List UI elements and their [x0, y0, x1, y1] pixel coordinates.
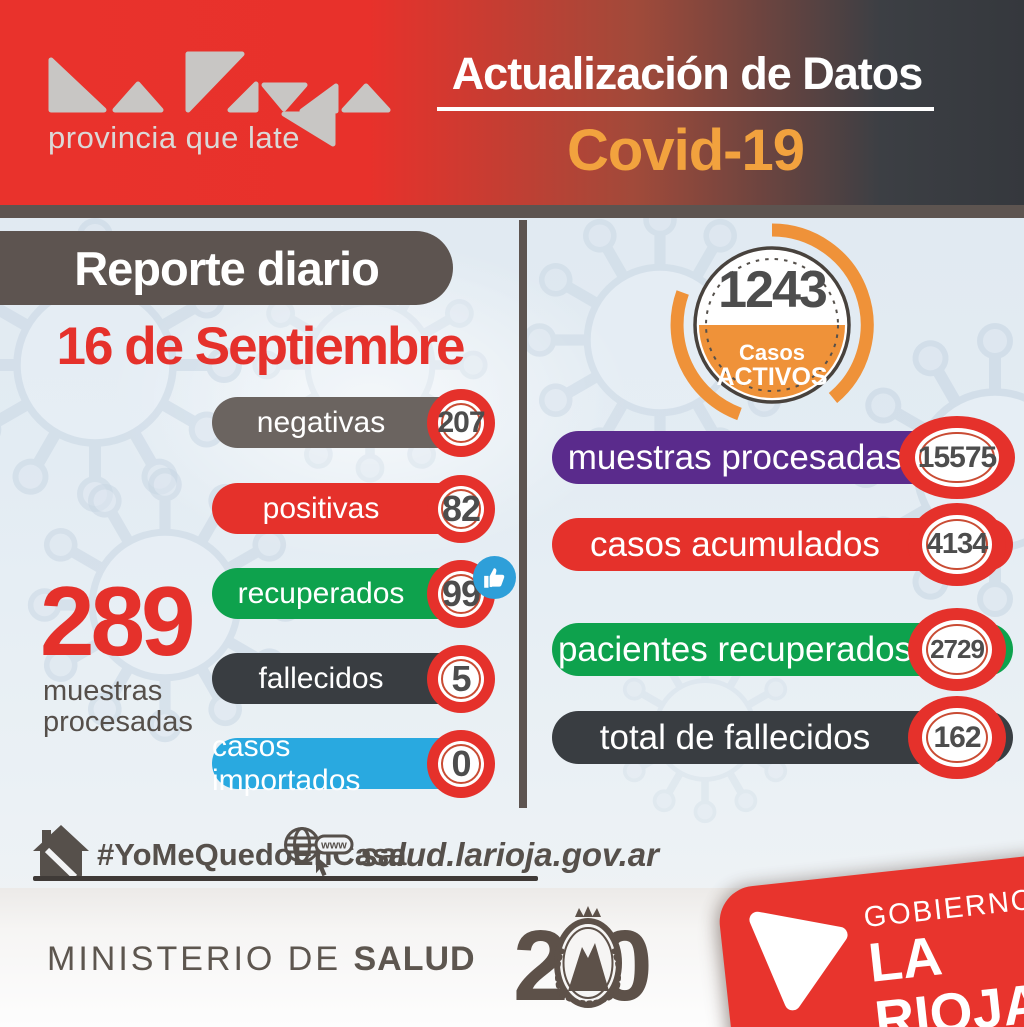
stat-value: 2729 [930, 634, 985, 664]
stat-badge-negativas: 207 [427, 389, 495, 457]
footer-divider [33, 876, 538, 881]
stat-badge-positivas: 82 [427, 475, 495, 543]
ministry-bold: SALUD [353, 940, 476, 978]
hashtag-text: #YoMeQuedoEnCasa [97, 837, 407, 872]
active-cases-label-1: Casos [739, 340, 805, 365]
www-label: www [320, 840, 347, 852]
header-banner: provincia que late Actualización de Dato… [0, 0, 1024, 205]
samples-count-label: muestras procesadas [43, 675, 193, 739]
government-badge: GOBIERNO DE LA RIOJA [716, 847, 1024, 1027]
stat-label: casos acumulados [590, 524, 880, 564]
samples-count: 289 [40, 566, 196, 676]
title-underline [437, 107, 934, 111]
active-cases-badge: 1243 Casos ACTIVOS [670, 223, 874, 421]
globe-www-icon: www [284, 827, 354, 877]
stat-value: 207 [437, 406, 485, 439]
report-title-pill: Reporte diario [0, 231, 453, 305]
stat-badge-fallecidos: 5 [427, 645, 495, 713]
panel-divider [519, 220, 527, 808]
report-date: 16 de Septiembre [56, 317, 466, 376]
stat-value: 82 [441, 488, 481, 529]
la-rioja-logo [48, 51, 391, 147]
stat-pill-fallecidos: fallecidos [212, 653, 470, 704]
page-title: Actualización de Datos [451, 48, 924, 99]
active-cases-label-2: ACTIVOS [716, 363, 827, 391]
logo-tagline: provincia que late [48, 120, 300, 155]
stat-label: pacientes recuperados [557, 629, 913, 669]
stat-badge-casos-importados: 0 [427, 730, 495, 798]
stat-value: 0 [451, 743, 471, 784]
header-divider-bar [0, 205, 1024, 218]
stat-label: total de fallecidos [599, 717, 871, 757]
gov-triangle-icon [749, 911, 848, 1011]
house-icon [33, 825, 89, 878]
stat-badge-muestras-procesadas: 15575 [899, 416, 1015, 499]
stat-value: 4134 [926, 528, 989, 560]
website-link[interactable]: salud.larioja.gov.ar [360, 836, 659, 873]
ministry-normal: MINISTERIO DE [47, 940, 354, 978]
stat-value: 162 [933, 720, 981, 754]
stat-badge-casos-acumulados: 4134 [908, 503, 1006, 586]
stat-label: recuperados [237, 576, 405, 610]
stat-label: negativas [256, 405, 386, 439]
stat-label: positivas [262, 491, 380, 525]
active-cases-value: 1243 [718, 261, 827, 319]
bicentennial-200-logo: 2 0 [513, 906, 653, 1018]
stat-value: 15575 [917, 440, 997, 474]
thumbs-up-icon [473, 556, 516, 599]
ministry-label: MINISTERIO DE SALUD [47, 940, 476, 979]
stat-value: 5 [451, 658, 471, 699]
stat-label: muestras procesadas [567, 437, 903, 477]
covid-subtitle: Covid-19 [567, 118, 805, 183]
stat-badge-pacientes-recuperados: 2729 [908, 608, 1006, 691]
stat-label: fallecidos [258, 661, 384, 695]
stat-badge-total-fallecidos: 162 [908, 696, 1006, 779]
stat-label: casos importados [212, 729, 361, 797]
